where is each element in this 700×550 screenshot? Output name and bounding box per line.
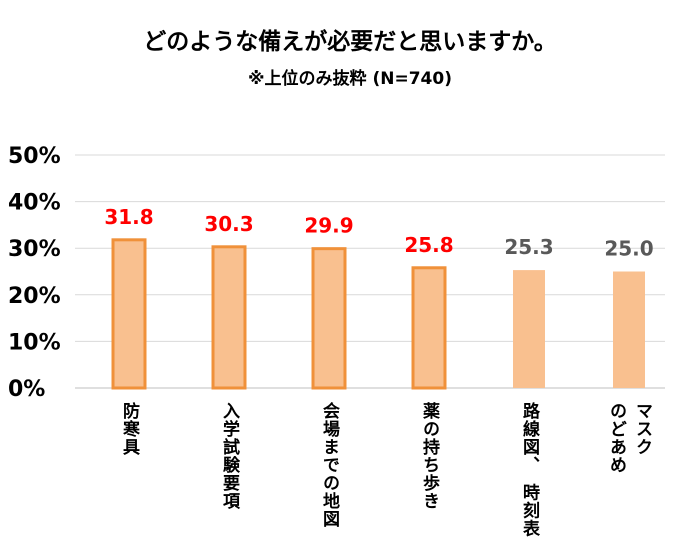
category-label: 防寒具 xyxy=(119,402,139,456)
data-label: 30.3 xyxy=(204,212,253,236)
y-tick-label: 0% xyxy=(8,377,45,402)
data-label: 25.3 xyxy=(504,235,553,259)
category-label: 会場までの地図 xyxy=(319,402,339,528)
chart-title: どのような備えが必要だと思いますか。 xyxy=(143,29,557,55)
category-label: 薬の持ち歩き xyxy=(419,402,439,510)
bar xyxy=(211,245,247,390)
y-tick-label: 50% xyxy=(8,144,61,169)
category-label: マスク のどあめ xyxy=(606,402,652,474)
bar xyxy=(411,266,447,390)
y-tick-label: 40% xyxy=(8,191,61,216)
bar xyxy=(111,238,147,390)
chart-subtitle: ※上位のみ抜粋 (N=740) xyxy=(248,69,452,89)
data-label: 31.8 xyxy=(104,205,153,229)
data-label: 25.0 xyxy=(604,237,653,261)
y-tick-label: 20% xyxy=(8,284,61,309)
data-label: 29.9 xyxy=(304,214,353,238)
category-label: 路線図、 時刻表 xyxy=(519,402,539,538)
bar xyxy=(513,270,545,388)
category-label: 入学試験要項 xyxy=(219,402,239,510)
y-tick-label: 10% xyxy=(8,330,61,355)
data-label: 25.8 xyxy=(404,233,453,257)
bar xyxy=(613,271,645,388)
bar xyxy=(311,247,347,390)
y-tick-label: 30% xyxy=(8,237,61,262)
